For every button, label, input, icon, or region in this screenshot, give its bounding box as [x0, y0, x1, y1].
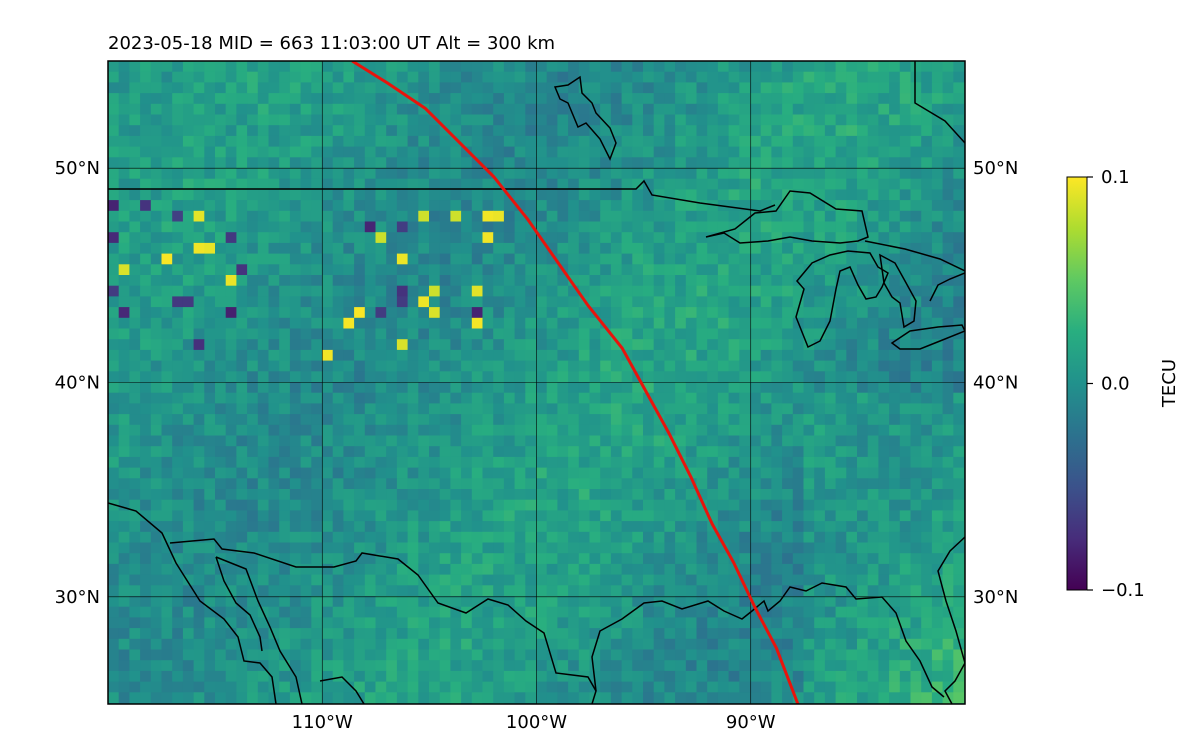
lon-labels: 110°W 100°W 90°W [292, 712, 776, 733]
gulf-coast [591, 582, 945, 698]
mexico-baja [108, 502, 277, 704]
map-panel [108, 61, 965, 704]
mexico-pacific [319, 676, 365, 704]
tec-field-pixels [108, 61, 965, 704]
colorbar: 0.1 0.0 −0.1 TECU [1066, 167, 1180, 601]
colorbar-label: TECU [1159, 359, 1180, 408]
coastlines [108, 61, 965, 704]
atlantic-coast [937, 536, 965, 664]
map-frame [107, 60, 966, 705]
colorbar-gradient [1066, 176, 1088, 591]
lake-superior [705, 190, 869, 244]
colorbar-tick-label: 0.0 [1101, 374, 1130, 395]
satellite-track [351, 61, 800, 704]
map-title: 2023-05-18 MID = 663 11:03:00 UT Alt = 3… [108, 33, 555, 54]
lon-label: 90°W [726, 712, 776, 733]
us-canada-border [108, 179, 776, 212]
lon-label: 110°W [292, 712, 353, 733]
lake-michigan [795, 250, 889, 349]
colorbar-ticks: 0.1 0.0 −0.1 [1087, 167, 1145, 601]
lat-label: 50°N [55, 158, 100, 179]
baja-inner [215, 556, 263, 652]
lat-label: 30°N [55, 587, 100, 608]
lat-label: 40°N [55, 373, 100, 394]
lat-label: 30°N [973, 587, 1018, 608]
lake-huron [879, 253, 917, 329]
us-mexico-border [169, 538, 597, 704]
lake-winnipeg [553, 75, 617, 161]
lon-label: 100°W [506, 712, 567, 733]
lat-labels-right: 50°N 40°N 30°N [973, 158, 1018, 608]
lake-erie [890, 324, 965, 350]
lake-ontario [929, 272, 965, 302]
colorbar-tick-label: −0.1 [1101, 580, 1145, 601]
lat-label: 40°N [973, 373, 1018, 394]
colorbar-tick-label: 0.1 [1101, 167, 1130, 188]
gulf-of-california [215, 556, 303, 704]
hudson-bay-coast [914, 61, 965, 144]
great-lakes-shore [864, 240, 965, 272]
florida [944, 662, 965, 704]
lat-labels-left: 50°N 40°N 30°N [55, 158, 100, 608]
lat-label: 50°N [973, 158, 1018, 179]
